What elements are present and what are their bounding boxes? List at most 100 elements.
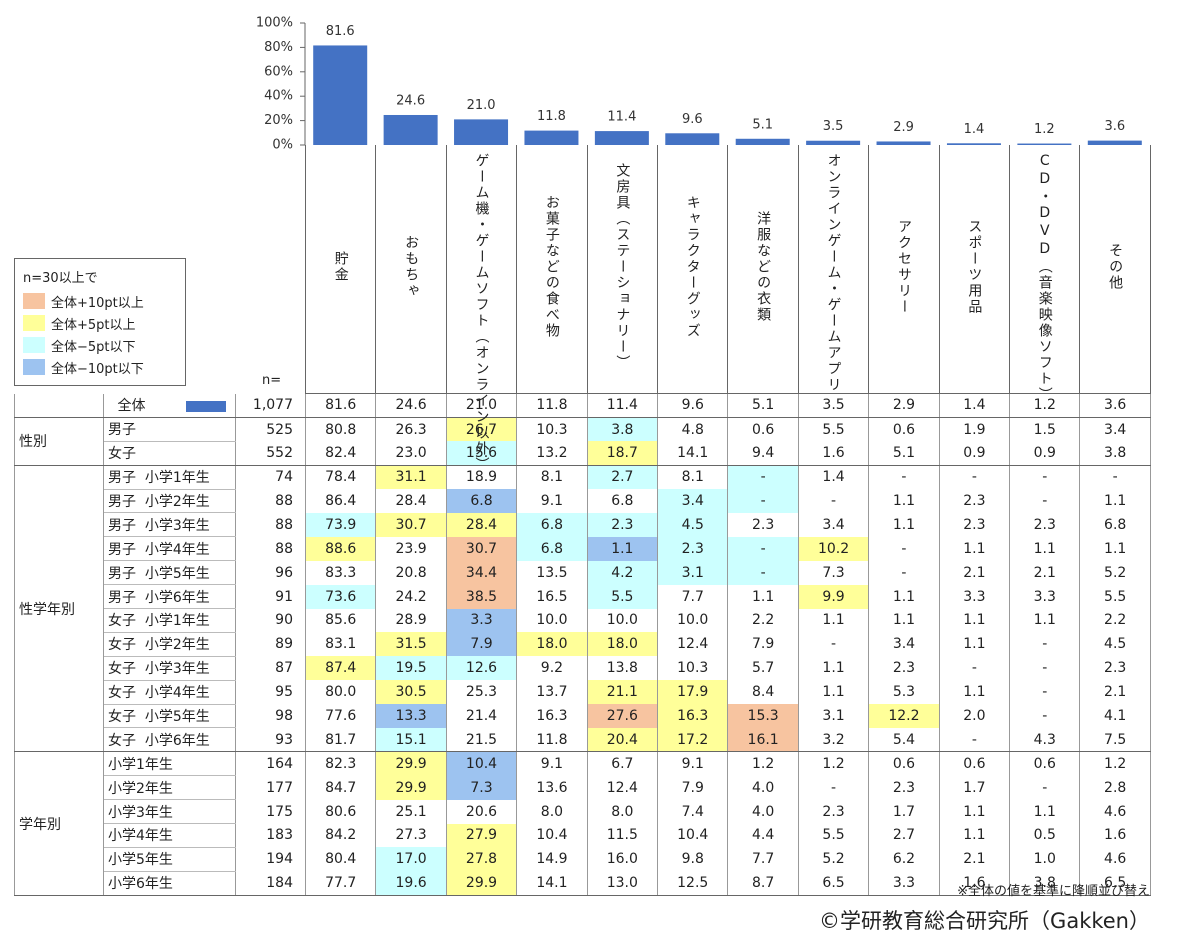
value-cell: - <box>727 465 799 490</box>
value-cell: 73.9 <box>304 512 377 537</box>
category-header: CD・DVD（音楽映像ソフト） <box>1009 145 1081 403</box>
value-cell: 5.1 <box>868 441 940 466</box>
value-cell: 1.1 <box>1009 608 1081 633</box>
value-cell: 3.2 <box>797 727 870 753</box>
value-cell: 2.1 <box>1079 680 1151 705</box>
category-header: ゲーム機・ゲームソフト（オンライン以外） <box>445 145 518 473</box>
value-cell: 2.1 <box>938 847 1011 872</box>
value-cell: 6.5 <box>1079 871 1151 896</box>
value-cell: 1.1 <box>868 489 940 513</box>
value-cell: 19.5 <box>375 656 447 681</box>
group-cell <box>14 393 104 418</box>
category-header: その他 <box>1079 145 1151 394</box>
value-cell: 18.0 <box>516 632 588 657</box>
row-label: 小学6年生 <box>103 871 236 896</box>
value-cell: 17.9 <box>657 680 729 705</box>
value-cell: 8.7 <box>727 871 799 896</box>
value-cell: 1.1 <box>1009 799 1081 824</box>
value-cell: 9.4 <box>727 441 799 466</box>
row-label: 女子 小学6年生 <box>103 727 236 753</box>
value-cell: 12.2 <box>868 704 940 728</box>
value-cell: 2.3 <box>1079 656 1151 681</box>
value-cell: 13.7 <box>516 680 588 705</box>
category-label: アクセサリー <box>895 219 912 315</box>
value-cell: 25.1 <box>375 799 447 824</box>
value-cell: 4.3 <box>1009 727 1081 753</box>
data-row: 性別 男子 525 80.8 26.3 26.7 10.3 3.8 4.8 0.6 5.5 0.6 1.… <box>14 417 1151 466</box>
value-cell: 10.0 <box>657 608 729 633</box>
value-cell: 20.4 <box>586 727 659 753</box>
data-row: 女子 小学6年生 93 81.7 15.1 21.5 11.8 20.4 17.2 16.1 3.… <box>15 727 1151 753</box>
data-row: 男子 小学6年生 91 73.6 24.2 38.5 16.5 5.5 7.7 1.1 9.9 1.… <box>15 584 1151 610</box>
value-cell: 3.4 <box>1079 417 1151 442</box>
value-cell: 0.6 <box>868 751 940 776</box>
value-cell: 25.3 <box>445 680 518 705</box>
value-cell: 7.9 <box>727 632 799 657</box>
n-cell: 525 <box>235 417 306 442</box>
value-cell: 88.6 <box>304 536 377 561</box>
value-cell: 17.0 <box>375 847 447 872</box>
value-cell: 31.1 <box>375 465 447 490</box>
value-cell: 1.1 <box>938 536 1011 561</box>
category-header: アクセサリー <box>868 145 940 394</box>
legend-swatch <box>23 293 45 309</box>
value-label: 3.5 <box>823 119 844 134</box>
y-tick-label: 100% <box>256 16 293 31</box>
value-cell: - <box>797 775 870 800</box>
value-cell: 2.3 <box>1009 512 1081 537</box>
value-cell: - <box>727 536 799 561</box>
value-cell: 13.8 <box>586 656 659 681</box>
value-cell: 16.0 <box>586 847 659 872</box>
row-label: 女子 <box>103 441 236 466</box>
category-header: 洋服などの衣類 <box>727 145 799 394</box>
n-cell: 552 <box>235 441 306 466</box>
value-cell: 38.5 <box>445 584 518 609</box>
row-label: 女子 小学4年生 <box>103 680 236 705</box>
data-row: 小学5年生 194 80.4 17.0 27.8 14.9 16.0 9.8 7.7 5.2 6.2… <box>15 847 1151 872</box>
value-cell: 27.3 <box>375 823 447 848</box>
value-cell: 21.0 <box>445 393 518 418</box>
value-cell: 5.4 <box>868 727 940 753</box>
value-cell: - <box>868 560 940 585</box>
value-cell: 28.4 <box>375 489 447 513</box>
value-cell: 4.6 <box>1079 847 1151 872</box>
value-cell: 0.6 <box>1009 751 1081 776</box>
value-cell: 7.9 <box>657 775 729 800</box>
n-cell: 89 <box>235 632 306 657</box>
n-cell: 88 <box>235 536 306 561</box>
value-label: 81.6 <box>326 24 355 39</box>
value-cell: 2.0 <box>938 704 1011 728</box>
value-cell: 2.3 <box>797 799 870 824</box>
data-row: 小学2年生 177 84.7 29.9 7.3 13.6 12.4 7.9 4.0-2.3 1.7… <box>15 775 1151 801</box>
value-cell: 3.8 <box>1079 441 1151 466</box>
legend-swatch <box>23 359 45 375</box>
value-cell: 1.2 <box>727 751 799 776</box>
group-label: 性学年別 <box>14 465 104 753</box>
value-cell: 5.5 <box>586 584 659 609</box>
n-cell: 1,077 <box>235 393 306 418</box>
value-cell: 10.2 <box>797 536 870 561</box>
value-cell: 31.5 <box>375 632 447 657</box>
row-label-text: 全体 <box>117 398 146 415</box>
n-cell: 93 <box>235 727 306 753</box>
value-cell: 2.9 <box>868 393 940 418</box>
data-row: 女子 小学2年生 89 83.1 31.5 7.9 18.0 18.0 12.4 7.9-3.4… <box>15 632 1151 657</box>
value-cell: 4.1 <box>1079 704 1151 728</box>
value-cell: 18.9 <box>445 465 518 490</box>
bar <box>454 119 509 145</box>
value-cell: 1.1 <box>1079 536 1151 561</box>
data-row: 女子 小学3年生 87 87.4 19.5 12.6 9.2 13.8 10.3 5.7 1.1 2… <box>15 656 1151 681</box>
value-cell: 1.1 <box>586 536 659 561</box>
value-cell: 0.5 <box>1009 823 1081 848</box>
bar <box>1017 143 1072 145</box>
value-cell: 5.1 <box>727 393 799 418</box>
value-label: 11.8 <box>537 109 566 124</box>
n-cell: 177 <box>235 775 306 800</box>
value-cell: - <box>797 632 870 657</box>
value-cell: 82.3 <box>304 751 377 776</box>
value-cell: 1.1 <box>868 512 940 537</box>
value-cell: 26.3 <box>375 417 447 442</box>
y-tick-label: 40% <box>264 89 293 104</box>
value-cell: 18.0 <box>586 632 659 657</box>
total-row: 全体 1,077 81.6 24.6 21.0 11.8 11.4 9.6 5.1 3.5 2.9 1… <box>14 393 1151 418</box>
